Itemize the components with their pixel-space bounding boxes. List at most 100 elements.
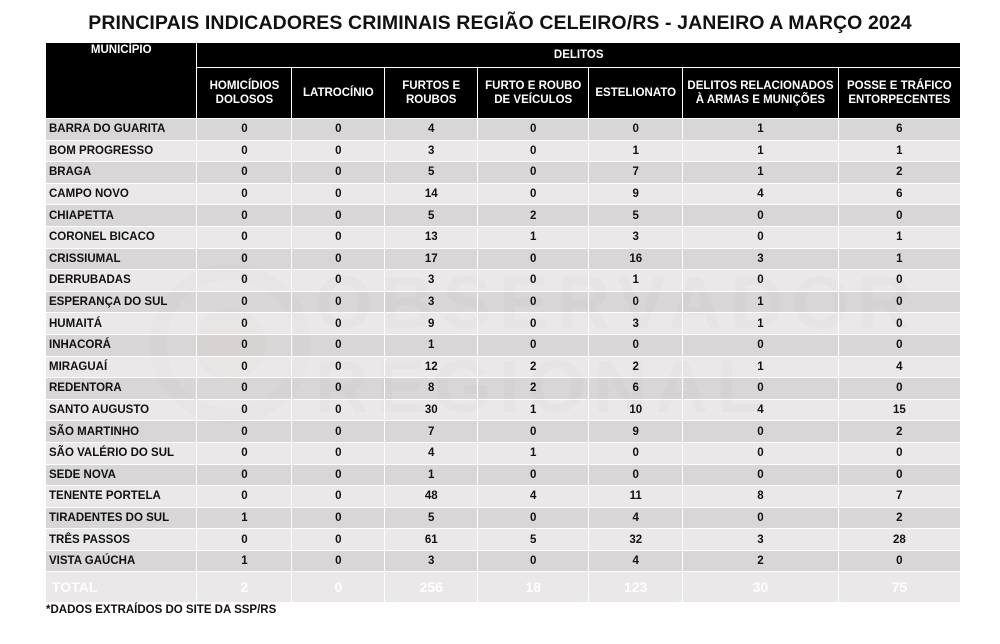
value-cell: 0 [477,161,590,184]
value-cell: 0 [196,290,293,314]
value-cell: 2 [477,355,590,379]
value-cell: 3 [384,139,479,163]
column-header: HOMICÍDIOS DOLOSOS [196,67,293,119]
table-row: INHACORÁ 0 0 1 0 0 0 0 [44,333,962,357]
value-cell: 0 [291,247,386,271]
total-value-cell: 0 [291,571,386,604]
municipio-cell: TIRADENTES DO SUL [44,506,198,530]
value-cell: 9 [588,182,684,206]
value-cell: 1 [682,312,839,335]
value-cell: 0 [291,204,386,227]
municipio-cell: TENENTE PORTELA [44,485,198,508]
table-row: CORONEL BICACO 0 0 13 1 3 0 1 [44,225,962,249]
value-cell: 0 [291,312,386,335]
value-cell: 0 [196,139,293,163]
value-cell: 0 [588,290,684,314]
value-cell: 13 [384,225,479,249]
municipio-cell: ESPERANÇA DO SUL [44,290,198,314]
value-cell: 0 [477,549,590,573]
value-cell: 9 [588,420,684,443]
municipio-header: MUNICÍPIO [44,42,198,119]
value-cell: 9 [384,312,479,335]
value-cell: 0 [196,269,293,292]
municipio-cell: MIRAGUAÍ [44,355,198,379]
municipio-cell: TRÊS PASSOS [44,528,198,551]
municipio-cell: DERRUBADAS [44,269,198,292]
total-value-cell: 75 [837,571,962,604]
column-header-line: POSSE E TRÁFICO [846,79,952,92]
municipio-cell: CAMPO NOVO [44,182,198,206]
value-cell: 28 [837,528,962,551]
total-row: TOTAL 2 0 256 18 123 30 75 [44,571,962,604]
value-cell: 0 [477,463,590,487]
value-cell: 1 [477,398,590,422]
value-cell: 1 [384,333,479,357]
value-cell: 0 [291,398,386,422]
table-row: TRÊS PASSOS 0 0 61 5 32 3 28 [44,528,962,551]
value-cell: 1 [682,161,839,184]
value-cell: 0 [477,506,590,530]
value-cell: 0 [588,463,684,487]
value-cell: 0 [196,312,293,335]
value-cell: 0 [682,377,839,400]
value-cell: 1 [682,290,839,314]
total-value-cell: 18 [477,571,590,604]
table-row: SÃO MARTINHO 0 0 7 0 9 0 2 [44,420,962,443]
value-cell: 1 [477,441,590,465]
value-cell: 0 [291,118,386,141]
value-cell: 3 [682,528,839,551]
value-cell: 2 [837,420,962,443]
delitos-group-header: DELITOS [196,42,961,68]
value-cell: 12 [384,355,479,379]
value-cell: 61 [384,528,479,551]
value-cell: 0 [291,463,386,487]
value-cell: 6 [837,118,962,141]
municipio-cell: REDENTORA [44,377,198,400]
value-cell: 15 [837,398,962,422]
total-value-cell: 2 [196,571,293,604]
value-cell: 0 [682,506,839,530]
value-cell: 2 [477,377,590,400]
column-header-line: DELITOS RELACIONADOS [687,79,834,92]
value-cell: 4 [682,398,839,422]
value-cell: 0 [196,398,293,422]
value-cell: 0 [291,528,386,551]
footnote: *DADOS EXTRAÍDOS DO SITE DA SSP/RS [46,604,277,616]
value-cell: 0 [477,118,590,141]
value-cell: 1 [384,463,479,487]
value-cell: 3 [384,290,479,314]
column-header: FURTO E ROUBO DE VEÍCULOS [477,67,590,119]
value-cell: 0 [291,225,386,249]
value-cell: 0 [291,355,386,379]
value-cell: 1 [682,139,839,163]
table-row: MIRAGUAÍ 0 0 12 2 2 1 4 [44,355,962,379]
value-cell: 1 [588,139,684,163]
value-cell: 0 [291,139,386,163]
value-cell: 0 [196,247,293,271]
table-row: HUMAITÁ 0 0 9 0 3 1 0 [44,312,962,335]
column-header-line: DE VEÍCULOS [494,94,573,106]
value-cell: 0 [196,420,293,443]
column-header-line: HOMICÍDIOS [209,79,280,92]
value-cell: 0 [291,377,386,400]
table-row: DERRUBADAS 0 0 3 0 1 0 0 [44,269,962,292]
value-cell: 4 [384,441,479,465]
value-cell: 0 [291,485,386,508]
value-cell: 0 [837,463,962,487]
value-cell: 0 [196,463,293,487]
value-cell: 17 [384,247,479,271]
table-row: CAMPO NOVO 0 0 14 0 9 4 6 [44,182,962,206]
value-cell: 2 [837,161,962,184]
municipio-cell: VISTA GAÚCHA [44,549,198,573]
table-row: BRAGA 0 0 5 0 7 1 2 [44,161,962,184]
value-cell: 0 [196,118,293,141]
value-cell: 30 [384,398,479,422]
value-cell: 1 [837,247,962,271]
municipio-cell: CHIAPETTA [44,204,198,227]
column-header-line: FURTOS E [402,79,461,92]
value-cell: 0 [837,312,962,335]
value-cell: 0 [291,333,386,357]
column-header: FURTOS E ROUBOS [384,67,479,119]
value-cell: 0 [682,441,839,465]
value-cell: 3 [384,269,479,292]
